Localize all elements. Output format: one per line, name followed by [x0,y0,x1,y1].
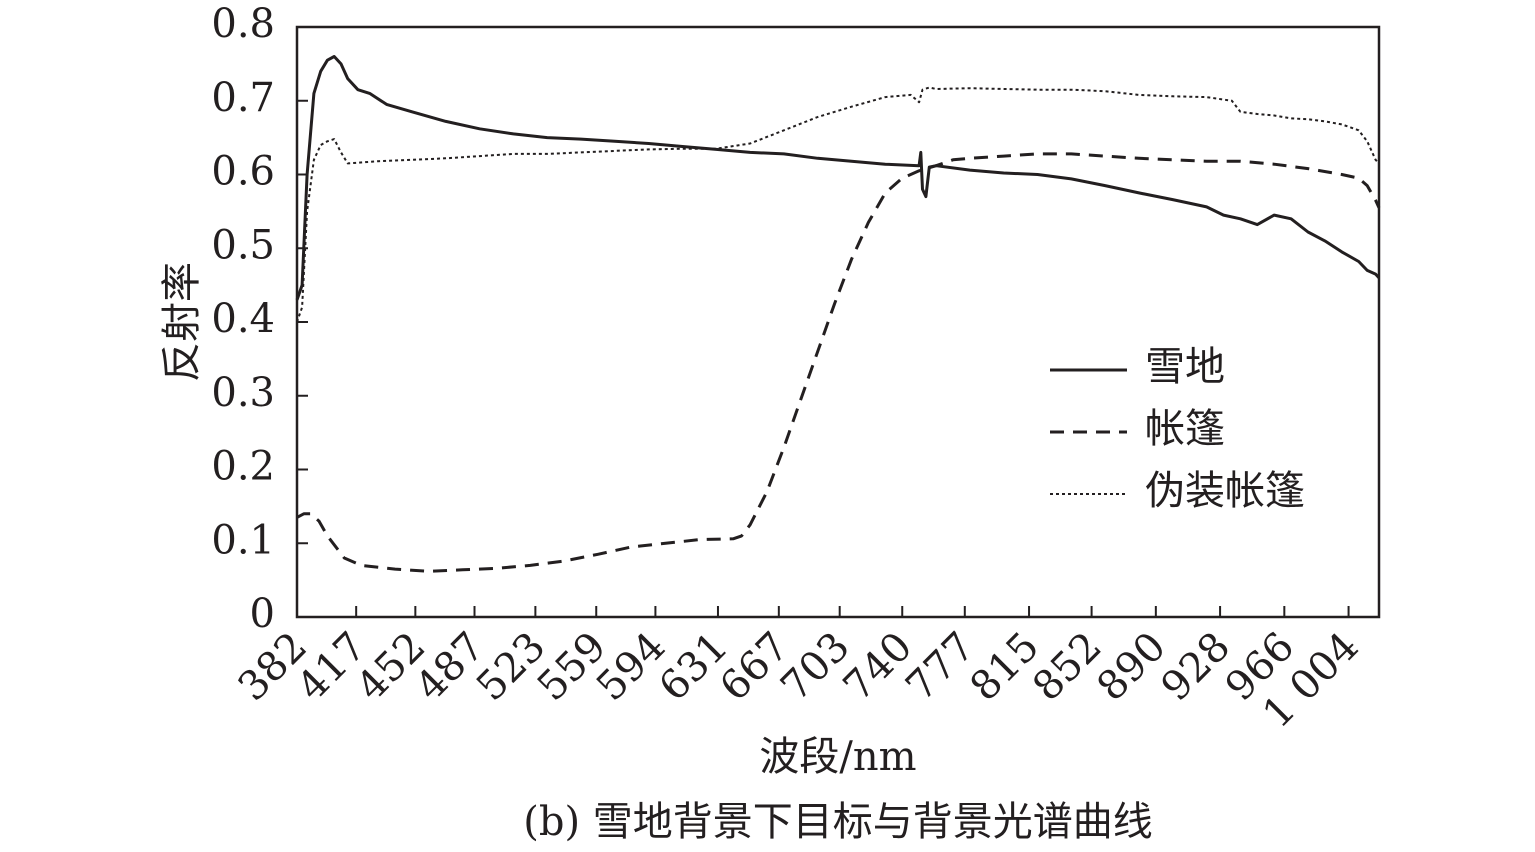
y-tick-label: 0.2 [211,444,275,490]
y-tick-label: 0.8 [211,1,275,47]
y-tick-label: 0.3 [211,370,275,416]
y-axis-label: 反射率 [159,262,205,382]
plot-lines [295,55,1381,573]
x-tick-label: 890 [1088,624,1175,711]
x-tick-label: 777 [897,624,984,711]
series-line-0 [295,55,1381,301]
series-line-1 [296,152,1381,573]
x-tick-label: 852 [1024,624,1111,711]
legend-label: 帐篷 [1145,406,1225,452]
figure-caption: (b) 雪地背景下目标与背景光谱曲线 [523,799,1153,845]
y-tick-label: 0.6 [211,149,275,195]
y-tick-label: 0.7 [211,75,275,121]
y-tick-label: 0.5 [211,222,275,268]
plot-frame [295,25,1381,619]
y-axis-ticks: 0 0.1 0.2 0.3 0.4 0.5 0.6 0.7 0.8 [211,1,308,637]
y-tick-label: 0.4 [211,296,275,342]
x-axis-ticks: 3824174524875235595946316677037407778158… [230,606,1368,737]
y-tick-label: 0 [250,591,275,637]
legend-label: 雪地 [1145,344,1225,390]
legend-label: 伪装帐篷 [1145,468,1305,514]
series-line-2 [296,86,1380,323]
x-tick-label: 928 [1153,624,1240,711]
y-tick-label: 0.1 [211,517,275,563]
x-axis-label: 波段/nm [759,734,916,780]
